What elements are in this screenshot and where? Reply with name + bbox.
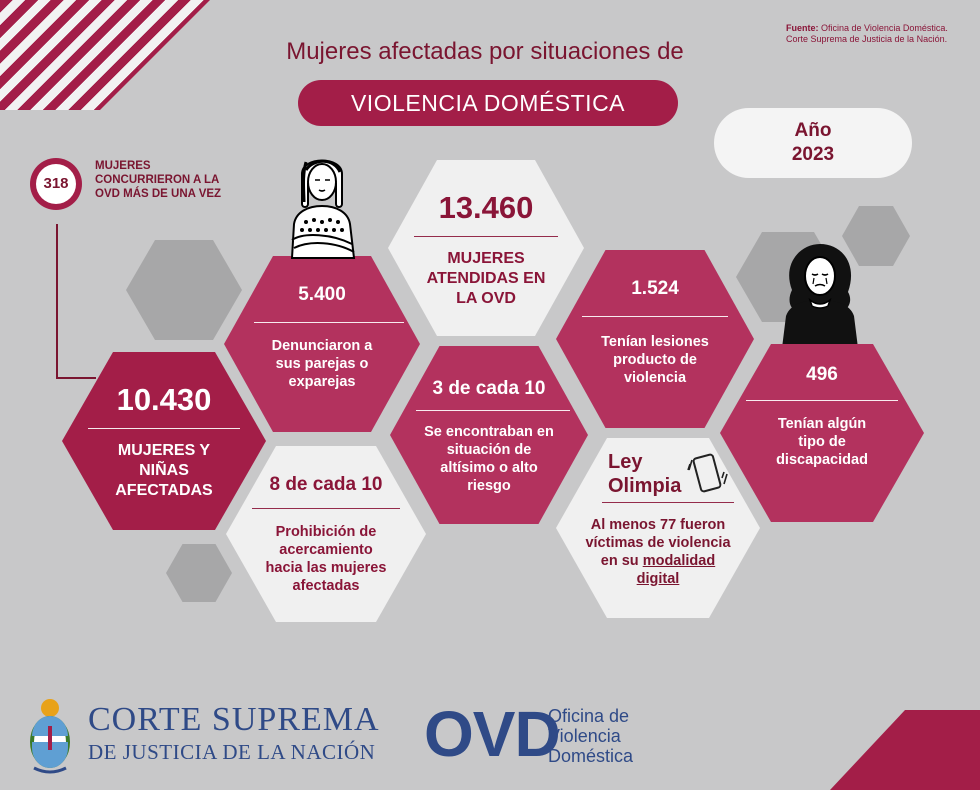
stat-injuries-text: Tenían lesiones producto de violencia xyxy=(601,334,709,386)
phone-vibrating-icon xyxy=(687,453,728,493)
court-logo: CORTE SUPREMA DE JUSTICIA DE LA NACIÓN xyxy=(88,702,380,766)
ovd-logo-text: Oficina de Violencia Doméstica xyxy=(548,706,633,766)
stat-attended-text: MUJERES ATENDIDAS EN LA OVD xyxy=(426,250,546,307)
stat-injuries-number: 1.524 xyxy=(631,278,679,299)
decorative-hexagon xyxy=(126,240,242,340)
olimpia-link-text: modalidad digital xyxy=(636,553,716,587)
stat-prohibition-number: 8 de cada 10 xyxy=(269,474,383,495)
source-line1: Oficina de Violencia Doméstica. xyxy=(821,23,948,33)
stat-risk: 3 de cada 10 Se encontraban en situación… xyxy=(390,346,588,524)
court-logo-line2: DE JUSTICIA DE LA NACIÓN xyxy=(88,740,376,764)
divider xyxy=(88,428,240,429)
stat-disability-text: Tenían algún tipo de discapacidad xyxy=(776,416,868,468)
year-badge: Año 2023 xyxy=(714,108,912,178)
divider xyxy=(746,400,898,401)
decorative-hexagon xyxy=(166,544,232,602)
stat-disability: 496 Tenían algún tipo de discapacidad xyxy=(720,344,924,522)
page-subtitle: VIOLENCIA DOMÉSTICA xyxy=(298,80,678,126)
divider xyxy=(252,508,400,509)
decorative-stripes xyxy=(0,0,210,110)
stat-injuries: 1.524 Tenían lesiones producto de violen… xyxy=(556,250,754,428)
year-label: Año xyxy=(794,120,832,141)
divider xyxy=(602,502,734,503)
stat-risk-number: 3 de cada 10 xyxy=(432,378,546,399)
ovd-logo-line1: Oficina de xyxy=(548,706,630,726)
connector-line xyxy=(56,377,96,379)
stat-reported-text: Denunciaron a sus parejas o exparejas xyxy=(271,338,373,390)
stat-attended: 13.460 MUJERES ATENDIDAS EN LA OVD xyxy=(388,160,584,336)
stat-reported-number: 5.400 xyxy=(298,284,346,305)
woman-arms-crossed-icon xyxy=(290,159,356,259)
divider xyxy=(582,316,728,317)
decorative-corner xyxy=(830,710,980,790)
divider xyxy=(416,410,570,411)
stat-affected-number: 10.430 xyxy=(116,382,212,417)
stat-olimpia: Ley Olimpia Al menos 77 fueron víctimas … xyxy=(556,438,760,618)
repeat-count: 318 xyxy=(36,164,76,204)
court-logo-line1: CORTE SUPREMA xyxy=(88,701,380,738)
source-note: Fuente: Oficina de Violencia Doméstica. … xyxy=(786,23,948,45)
year-value: 2023 xyxy=(791,144,835,165)
source-label: Fuente: xyxy=(786,23,819,33)
olimpia-text: Al menos 77 fueron víctimas de violencia… xyxy=(585,517,731,569)
olimpia-title: Ley Olimpia xyxy=(608,451,682,497)
stat-risk-text: Se encontraban en situación de altísimo … xyxy=(424,424,554,494)
stat-reported: 5.400 Denunciaron a sus parejas o expare… xyxy=(224,256,420,432)
stat-prohibition-text: Prohibición de acercamiento hacia las mu… xyxy=(265,524,387,594)
divider xyxy=(414,236,558,237)
source-line2: Corte Suprema de Justicia de la Nación. xyxy=(786,34,948,44)
ovd-logo-line3: Doméstica xyxy=(548,746,634,766)
page-title: Mujeres afectadas por situaciones de xyxy=(286,38,684,65)
stat-affected-text: MUJERES Y NIÑAS AFECTADAS xyxy=(115,442,213,499)
woman-crying-icon xyxy=(782,244,858,348)
repeat-text: MUJERES CONCURRIERON A LA OVD MÁS DE UNA… xyxy=(95,160,222,200)
stat-attended-number: 13.460 xyxy=(438,190,534,225)
coat-of-arms-icon xyxy=(30,699,70,774)
stat-prohibition: 8 de cada 10 Prohibición de acercamiento… xyxy=(226,446,426,622)
ovd-logo-abbr: OVD xyxy=(424,698,561,770)
ovd-logo-line2: Violencia xyxy=(548,726,621,746)
stat-disability-number: 496 xyxy=(806,364,838,385)
divider xyxy=(254,322,404,323)
connector-line xyxy=(56,224,58,378)
